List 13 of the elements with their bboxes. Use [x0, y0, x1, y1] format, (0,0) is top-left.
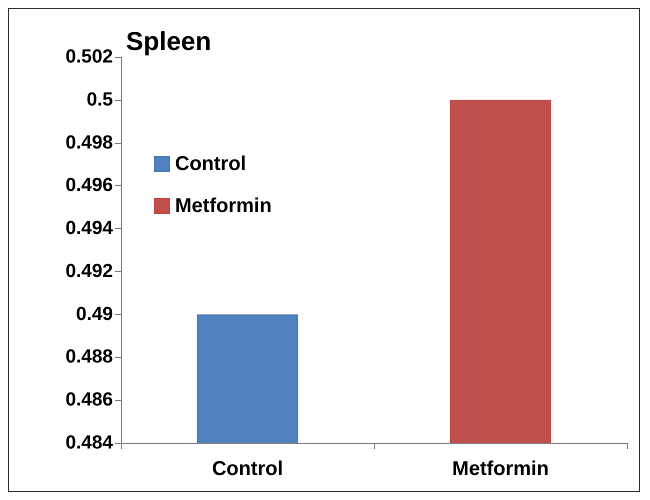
legend-label: Control — [175, 153, 246, 175]
y-tick-label: 0.494 — [65, 218, 114, 240]
legend-label: Metformin — [175, 195, 272, 217]
y-tick-label: 0.498 — [65, 132, 113, 154]
y-tick-label: 0.486 — [65, 390, 113, 411]
y-tick-label: 0.496 — [65, 175, 113, 196]
y-tick-label: 0.488 — [65, 346, 113, 368]
y-tick-label: 0.502 — [65, 46, 113, 68]
y-tick-label: 0.492 — [65, 260, 113, 282]
y-tick-label: 0.5 — [86, 89, 114, 110]
chart-title: Spleen — [126, 26, 212, 56]
y-tick-label: 0.484 — [65, 432, 114, 454]
y-tick-label: 0.49 — [76, 304, 113, 325]
